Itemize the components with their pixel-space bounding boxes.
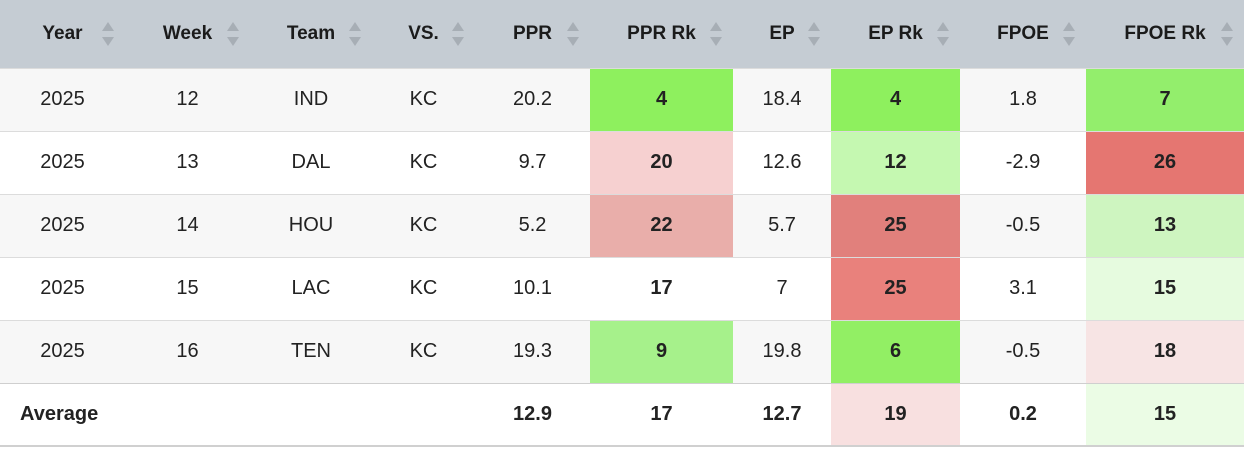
cell-year: 2025	[40, 151, 85, 173]
cell-ep-rk: 6	[831, 320, 960, 383]
cell-ppr: 9.7	[518, 151, 547, 173]
table-header: Year Week Team VS. PPR PPR Rk EP EP Rk F…	[0, 0, 1244, 68]
cell-year: 2025	[40, 88, 85, 110]
sort-arrows-icon[interactable]	[1063, 20, 1075, 48]
cell-ep: 7	[776, 277, 788, 299]
col-header-ep-rk[interactable]: EP Rk	[831, 0, 960, 68]
cell-fpoe-rk: 13	[1086, 194, 1244, 257]
cell-ep-rk: 4	[831, 68, 960, 131]
table-row: 2025 14 HOU KC 5.2 22 5.7 25 -0.5 13	[0, 194, 1244, 257]
cell-fpoe-rk: 18	[1086, 320, 1244, 383]
table-row: 2025 15 LAC KC 10.1 17 7 25 3.1 15	[0, 257, 1244, 320]
avg-ep: 12.7	[762, 402, 802, 425]
cell-ep: 12.6	[762, 151, 802, 173]
col-header-label: Team	[286, 22, 336, 44]
cell-year: 2025	[40, 277, 85, 299]
cell-ep-rk: 25	[831, 257, 960, 320]
avg-fpoe-rk: 15	[1086, 383, 1244, 446]
col-header-label: PPR Rk	[627, 22, 696, 44]
cell-ep: 19.8	[762, 340, 802, 362]
cell-vs: KC	[409, 88, 438, 110]
table-body: 2025 12 IND KC 20.2 4 18.4 4 1.8 7 2025 …	[0, 68, 1244, 446]
sort-arrows-icon[interactable]	[567, 20, 579, 48]
sort-arrows-icon[interactable]	[349, 20, 361, 48]
cell-week: 14	[176, 214, 199, 236]
cell-fpoe-rk: 26	[1086, 131, 1244, 194]
cell-fpoe: -0.5	[1005, 214, 1041, 236]
cell-ppr-rk: 22	[590, 194, 733, 257]
col-header-label: PPR	[512, 22, 553, 44]
cell-ep: 5.7	[768, 214, 796, 236]
cell-ppr-rk: 17	[650, 277, 673, 299]
cell-fpoe: 1.8	[1009, 88, 1037, 110]
col-header-vs[interactable]: VS.	[372, 0, 475, 68]
cell-fpoe-rk: 7	[1086, 68, 1244, 131]
col-header-label: Year	[42, 22, 83, 44]
average-label: Average	[20, 402, 99, 425]
cell-ppr-rk: 9	[590, 320, 733, 383]
cell-fpoe: 3.1	[1009, 277, 1037, 299]
col-header-ppr-rk[interactable]: PPR Rk	[590, 0, 733, 68]
cell-week: 15	[176, 277, 199, 299]
cell-week: 13	[176, 151, 199, 173]
cell-ppr: 10.1	[513, 277, 552, 299]
sort-arrows-icon[interactable]	[1221, 20, 1233, 48]
sort-arrows-icon[interactable]	[102, 20, 114, 48]
cell-vs: KC	[409, 214, 438, 236]
cell-team: DAL	[291, 151, 331, 173]
sort-arrows-icon[interactable]	[937, 20, 949, 48]
cell-ppr: 19.3	[513, 340, 552, 362]
col-header-label: VS.	[408, 22, 439, 44]
avg-fpoe: 0.2	[1009, 402, 1037, 425]
col-header-fpoe-rk[interactable]: FPOE Rk	[1086, 0, 1244, 68]
avg-ep-rk: 19	[831, 383, 960, 446]
sort-arrows-icon[interactable]	[710, 20, 722, 48]
col-header-label: EP	[769, 22, 795, 44]
avg-ppr: 12.9	[513, 402, 552, 425]
cell-vs: KC	[409, 151, 438, 173]
cell-vs: KC	[409, 277, 438, 299]
sort-arrows-icon[interactable]	[808, 20, 820, 48]
cell-ep-rk: 12	[831, 131, 960, 194]
cell-team: IND	[293, 88, 329, 110]
col-header-label: FPOE Rk	[1124, 22, 1206, 44]
cell-fpoe-rk: 15	[1086, 257, 1244, 320]
cell-week: 16	[176, 340, 199, 362]
col-header-fpoe[interactable]: FPOE	[960, 0, 1086, 68]
col-header-year[interactable]: Year	[0, 0, 125, 68]
cell-ep: 18.4	[762, 88, 802, 110]
cell-week: 12	[176, 88, 199, 110]
col-header-week[interactable]: Week	[125, 0, 250, 68]
cell-ppr: 5.2	[518, 214, 547, 236]
cell-team: LAC	[291, 277, 331, 299]
cell-team: TEN	[291, 340, 331, 362]
table-row: 2025 13 DAL KC 9.7 20 12.6 12 -2.9 26	[0, 131, 1244, 194]
cell-ep-rk: 25	[831, 194, 960, 257]
cell-ppr-rk: 20	[590, 131, 733, 194]
cell-fpoe: -0.5	[1005, 340, 1041, 362]
cell-vs: KC	[409, 340, 438, 362]
cell-year: 2025	[40, 340, 85, 362]
table-row: 2025 12 IND KC 20.2 4 18.4 4 1.8 7	[0, 68, 1244, 131]
col-header-team[interactable]: Team	[250, 0, 372, 68]
sort-arrows-icon[interactable]	[227, 20, 239, 48]
cell-ppr-rk: 4	[590, 68, 733, 131]
cell-team: HOU	[288, 214, 334, 236]
cell-year: 2025	[40, 214, 85, 236]
col-header-label: Week	[162, 22, 213, 44]
table-row: 2025 16 TEN KC 19.3 9 19.8 6 -0.5 18	[0, 320, 1244, 383]
header-row: Year Week Team VS. PPR PPR Rk EP EP Rk F…	[0, 0, 1244, 68]
col-header-label: EP Rk	[868, 22, 923, 44]
avg-ppr-rk: 17	[650, 402, 673, 425]
col-header-label: FPOE	[997, 22, 1049, 44]
sort-arrows-icon[interactable]	[452, 20, 464, 48]
col-header-ep[interactable]: EP	[733, 0, 831, 68]
cell-fpoe: -2.9	[1005, 151, 1041, 173]
cell-ppr: 20.2	[513, 88, 552, 110]
col-header-ppr[interactable]: PPR	[475, 0, 590, 68]
average-row: Average 12.9 17 12.7 19 0.2 15	[0, 383, 1244, 446]
